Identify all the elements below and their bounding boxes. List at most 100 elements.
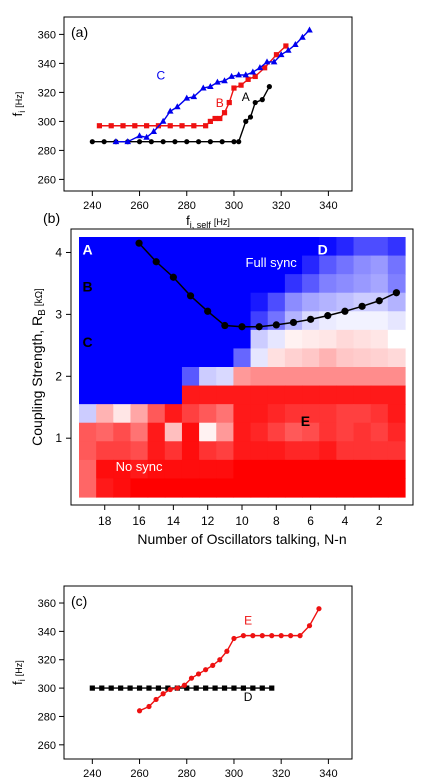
heatmap-cell (233, 367, 252, 387)
heatmap-cell (336, 274, 355, 294)
heatmap-cell (79, 385, 97, 405)
y-tick-label: 2 (55, 369, 62, 383)
y-axis-label-unit: [Hz] (14, 92, 24, 108)
heatmap-cell (267, 292, 286, 312)
heatmap-cell (387, 367, 406, 387)
heatmap-cell (181, 237, 200, 257)
series-D-point (118, 685, 124, 691)
series-C-point (166, 107, 174, 114)
heatmap-cell (130, 292, 149, 312)
x-axis-label-unit: [Hz] (214, 217, 230, 227)
y-tick-label: 340 (38, 626, 56, 638)
series-A-point (101, 139, 107, 145)
heatmap-cell (233, 385, 252, 405)
heatmap-cell (79, 422, 97, 442)
heatmap-cell (113, 459, 132, 480)
heatmap-cell (233, 329, 252, 350)
heatmap-cell (284, 348, 303, 368)
series-C-point (136, 132, 143, 139)
sync-threshold-point (135, 239, 143, 247)
sync-threshold-point (307, 315, 315, 323)
heatmap-cell (370, 404, 389, 424)
y-axis-label-main: Coupling Strength, R (29, 316, 45, 446)
series-B-point (217, 115, 223, 122)
heatmap-cell (96, 292, 114, 312)
heatmap-cell (113, 292, 132, 312)
series-A-point (252, 99, 258, 106)
heatmap-cell (387, 348, 406, 368)
x-tick-label: 12 (201, 514, 215, 528)
series-B-point (245, 76, 251, 82)
series-E-point (174, 685, 180, 691)
region-label: B (83, 279, 93, 295)
heatmap-cell (199, 237, 217, 257)
heatmap-cell (250, 441, 269, 461)
y-tick-label: 360 (38, 598, 56, 610)
heatmap-cell (353, 441, 372, 461)
series-C-point (299, 33, 306, 40)
series-C-point (221, 77, 228, 84)
heatmap-cell (336, 255, 355, 275)
heatmap-cell (199, 348, 217, 368)
y-axis-label-unit: [kΩ] (34, 288, 45, 306)
series-E-point (195, 671, 202, 677)
sync-threshold-point (358, 302, 366, 310)
heatmap-cell (336, 329, 355, 350)
series-B-point (212, 115, 218, 122)
heatmap-cell (250, 292, 269, 312)
heatmap-cell (199, 274, 217, 294)
heatmap-cell (147, 348, 166, 368)
heatmap-cell (164, 274, 183, 294)
heatmap-cell (387, 478, 406, 498)
heatmap-cell (319, 404, 337, 424)
sync-threshold-point (324, 312, 332, 320)
x-tick-label: 260 (130, 200, 148, 212)
heatmap-cell (79, 274, 97, 294)
heatmap-cell (96, 348, 114, 368)
heatmap-cell (216, 367, 235, 387)
heatmap-cell (336, 478, 355, 498)
heatmap-cell (79, 404, 97, 424)
heatmap-cell (181, 348, 200, 368)
heatmap-cell (284, 292, 303, 312)
heatmap-cell (96, 274, 114, 294)
heatmap-cell (113, 311, 132, 331)
y-tick-label: 260 (38, 174, 56, 186)
series-A-point (243, 118, 249, 124)
heatmap-cell (96, 478, 114, 498)
heatmap-cell (181, 311, 200, 331)
sync-threshold-point (204, 307, 212, 315)
heatmap-cell (216, 459, 235, 480)
heatmap-cell (181, 422, 200, 442)
series-E-point (250, 633, 256, 639)
series-D-point (203, 685, 209, 691)
heatmap-cell (353, 274, 372, 294)
x-tick-label: 240 (83, 768, 101, 778)
series-D-point (184, 685, 190, 691)
series-B-point (252, 73, 258, 80)
heatmap-cell (181, 255, 200, 275)
heatmap-cell (96, 237, 114, 257)
x-tick-label: 320 (272, 200, 290, 212)
heatmap-cell (370, 478, 389, 498)
heatmap-cell (233, 274, 252, 294)
heatmap-cell (233, 404, 252, 424)
heatmap-cell (284, 274, 303, 294)
series-C-point (256, 64, 264, 71)
heatmap-cell (267, 459, 286, 480)
heatmap-cell (164, 348, 183, 368)
series-D-point (221, 685, 228, 691)
heatmap-cell (199, 404, 217, 424)
heatmap-cell (319, 385, 337, 405)
heatmap-cell (336, 292, 355, 312)
heatmap-cell (284, 441, 303, 461)
sync-threshold-point (341, 307, 349, 315)
heatmap-cell (353, 459, 372, 480)
sync-threshold-point (186, 292, 195, 300)
heatmap-cell (216, 422, 235, 442)
heatmap-cell (250, 329, 269, 350)
heatmap-cell (370, 422, 389, 442)
series-A-point (160, 139, 166, 145)
